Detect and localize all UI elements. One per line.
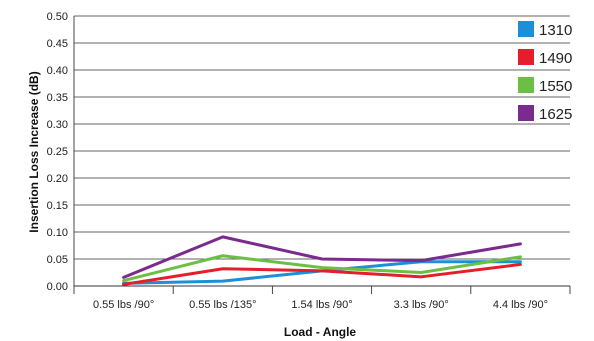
legend-swatch-1490	[518, 49, 534, 65]
legend-label-1490: 1490	[539, 50, 572, 67]
x-tick-label: 1.54 lbs /90°	[291, 299, 352, 311]
series-line-1625	[122, 235, 522, 279]
y-tick-label: 0.05	[47, 254, 68, 266]
y-tick-label: 0.00	[47, 281, 68, 293]
axes	[73, 16, 571, 294]
y-tick-label: 0.30	[47, 119, 68, 131]
legend-swatch-1310	[518, 21, 534, 37]
y-tick-labels: 0.00 0.05 0.10 0.15 0.20 0.25 0.30 0.35 0.40 0.45…	[47, 11, 68, 293]
x-axis-title: Load - Angle	[284, 325, 357, 339]
x-tick-label: 0.55 lbs /90°	[93, 299, 154, 311]
x-tick-labels: 0.55 lbs /90° 0.55 lbs /135° 1.54 lbs /90°…	[93, 299, 548, 311]
y-tick-label: 0.50	[47, 11, 68, 23]
y-tick-label: 0.15	[47, 200, 68, 212]
y-tick-label: 0.45	[47, 38, 68, 50]
legend-label-1625: 1625	[539, 106, 572, 123]
y-tick-label: 0.25	[47, 146, 68, 158]
y-tick-label: 0.35	[47, 92, 68, 104]
y-tick-label: 0.40	[47, 65, 68, 77]
y-tick-label: 0.10	[47, 227, 68, 239]
legend-label-1310: 1310	[539, 22, 572, 39]
x-tick-label: 4.4 lbs /90°	[493, 299, 548, 311]
y-tick-label: 0.20	[47, 173, 68, 185]
legend-swatch-1625	[518, 105, 534, 121]
x-tick-label: 0.55 lbs /135°	[189, 299, 256, 311]
series-lines	[122, 235, 522, 286]
legend-swatch-1550	[518, 77, 534, 93]
gridlines	[74, 15, 570, 287]
y-axis-title: Insertion Loss Increase (dB)	[27, 71, 41, 232]
legend: 1310 1490 1550 1625	[518, 21, 572, 123]
series-line-1490	[122, 262, 522, 286]
series-line-1550	[122, 254, 522, 283]
legend-label-1550: 1550	[539, 78, 572, 95]
x-tick-label: 3.3 lbs /90°	[394, 299, 449, 311]
